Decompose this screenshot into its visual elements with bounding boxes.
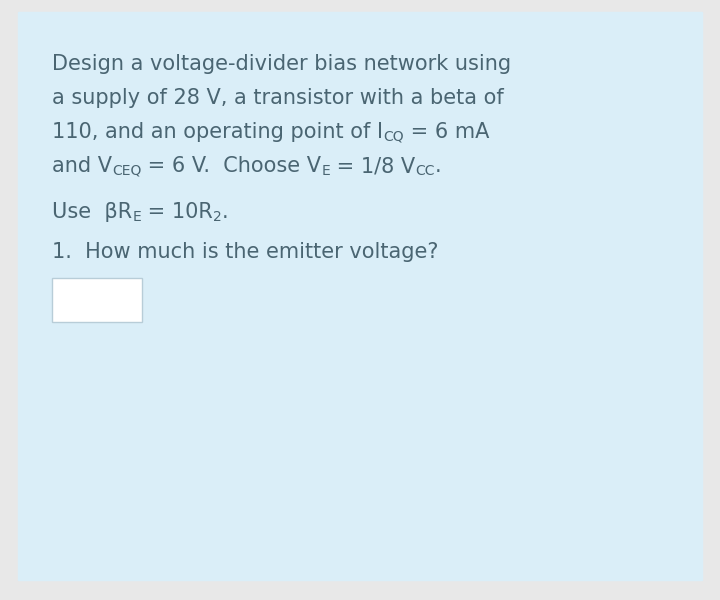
Text: = 6 mA: = 6 mA (404, 122, 489, 142)
Text: = 1/8 V: = 1/8 V (330, 156, 415, 176)
Text: = 10R: = 10R (141, 202, 212, 222)
Text: CQ: CQ (383, 130, 404, 144)
Text: 1.  How much is the emitter voltage?: 1. How much is the emitter voltage? (52, 242, 438, 262)
Text: .: . (221, 202, 228, 222)
Text: 110, and an operating point of I: 110, and an operating point of I (52, 122, 383, 142)
Text: E: E (321, 164, 330, 178)
Text: and V: and V (52, 156, 112, 176)
Text: 2: 2 (212, 210, 221, 224)
Text: .: . (435, 156, 441, 176)
Text: a supply of 28 V, a transistor with a beta of: a supply of 28 V, a transistor with a be… (52, 88, 504, 108)
Text: CEQ: CEQ (112, 164, 141, 178)
Text: Design a voltage-divider bias network using: Design a voltage-divider bias network us… (52, 54, 511, 74)
Text: CC: CC (415, 164, 435, 178)
Text: Use  βR: Use βR (52, 202, 132, 222)
Text: = 6 V.  Choose V: = 6 V. Choose V (141, 156, 321, 176)
Text: E: E (132, 210, 141, 224)
Bar (52, 278, 142, 322)
